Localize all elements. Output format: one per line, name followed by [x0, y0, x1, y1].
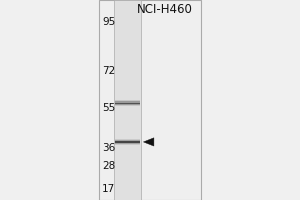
Bar [115, 141, 140, 143]
Text: 55: 55 [102, 103, 116, 113]
Bar [114, 0, 141, 200]
Bar [115, 144, 140, 145]
Bar [115, 103, 140, 104]
Text: 72: 72 [102, 66, 116, 76]
Bar [115, 140, 140, 141]
Bar [115, 100, 140, 101]
Text: 17: 17 [102, 184, 116, 194]
Text: NCI-H460: NCI-H460 [137, 3, 193, 16]
Text: 28: 28 [102, 161, 116, 171]
Bar [115, 104, 140, 105]
Bar [115, 143, 140, 144]
Bar [99, 0, 201, 200]
Bar [115, 139, 140, 140]
Polygon shape [143, 138, 154, 146]
Text: 36: 36 [102, 143, 116, 153]
Bar [115, 105, 140, 106]
Text: 95: 95 [102, 17, 116, 27]
Bar [115, 101, 140, 103]
